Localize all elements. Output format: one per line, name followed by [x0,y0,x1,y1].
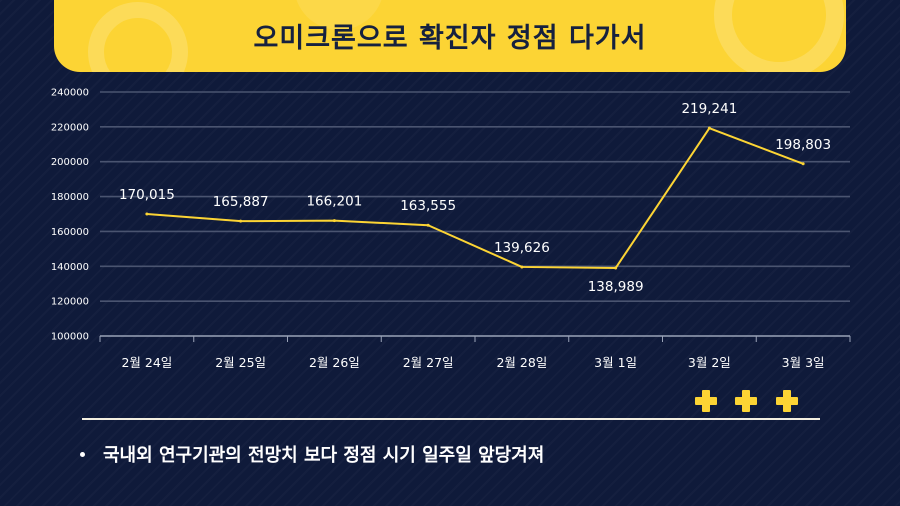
data-label: 170,015 [119,187,175,203]
line-chart: 100000 120000 140000 160000 180000 200000 2200… [51,88,851,370]
data-point [332,219,336,223]
divider-line [82,418,820,420]
y-tick-label: 100000 [51,332,89,343]
plus-icon [695,390,717,412]
data-label: 219,241 [681,101,737,117]
bullet-item: 국내외 연구기관의 전망치 보다 정점 시기 일주일 앞당겨져 [80,441,544,467]
y-tick-label: 160000 [51,227,89,238]
x-tick-label: 3월 3일 [782,355,825,370]
data-point [239,219,243,223]
data-label: 139,626 [494,240,550,256]
x-tick-label: 2월 24일 [121,355,172,370]
x-tick-label: 2월 26일 [309,355,360,370]
y-tick-label: 240000 [51,88,89,99]
x-tick-label: 2월 27일 [403,355,454,370]
bullet-dot [80,451,85,457]
data-point [801,162,805,166]
plus-icon [776,390,798,412]
data-point [707,126,711,130]
series-line [146,127,804,270]
data-point [426,223,430,227]
data-label: 163,555 [400,198,456,214]
x-tick-label: 3월 2일 [688,355,731,370]
y-tick-label: 200000 [51,157,89,168]
data-point [614,266,618,270]
y-tick-label: 140000 [51,262,89,273]
data-point [520,265,524,269]
title-banner: 오미크론으로 확진자 정점 다가서 [54,0,846,72]
x-tick-label: 2월 28일 [496,355,547,370]
data-point [145,212,149,216]
x-tick-label: 3월 1일 [594,355,637,370]
y-tick-label: 180000 [51,192,89,203]
data-label: 166,201 [306,194,362,210]
plus-icon [735,390,757,412]
y-tick-label: 120000 [51,297,89,308]
data-label: 138,989 [588,279,644,295]
data-label: 198,803 [775,137,831,153]
bullet-text: 국내외 연구기관의 전망치 보다 정점 시기 일주일 앞당겨져 [103,445,545,466]
page-title: 오미크론으로 확진자 정점 다가서 [253,23,647,54]
data-label: 165,887 [213,194,269,210]
x-tick-label: 2월 25일 [215,355,266,370]
y-tick-label: 220000 [51,122,89,133]
